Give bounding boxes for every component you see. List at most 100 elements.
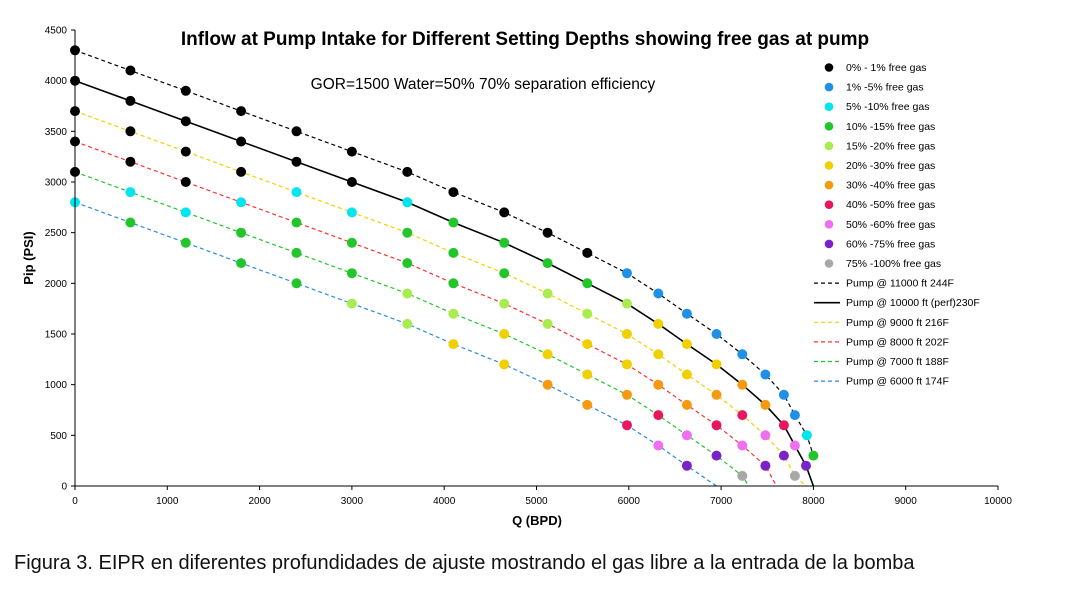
legend-label: Pump @ 6000 ft 174F [846,376,949,388]
data-point [291,156,302,167]
y-axis-label: Pip (PSI) [21,231,36,284]
legend-label: 50% -60% free gas [846,219,935,231]
data-point [737,379,748,390]
x-tick-label: 3000 [341,496,364,507]
x-tick-label: 5000 [525,496,548,507]
data-point [789,470,800,481]
data-point [760,430,771,441]
x-tick-label: 0 [72,496,78,507]
data-point [448,217,459,228]
figure-caption: Figura 3. EIPR en diferentes profundidad… [14,552,915,574]
legend-label: 1% -5% free gas [846,82,924,94]
data-point [448,308,459,319]
legend-label: 10% -15% free gas [846,121,935,133]
legend-label: Pump @ 8000 ft 202F [846,336,949,348]
legend: 0% - 1% free gas 1% -5% free gas 5% -10% f… [814,62,980,388]
data-point [681,430,692,441]
legend-label: Pump @ 7000 ft 188F [846,356,949,368]
data-point [180,207,191,218]
legend-marker [824,82,834,92]
legend-label: Pump @ 11000 ft 244F [846,278,954,290]
legend-marker [824,141,834,151]
legend-marker [824,239,834,249]
series-line [74,79,815,487]
data-point [402,288,413,299]
legend-label: Pump @ 10000 ft (perf)230F [846,297,980,309]
legend-label: 40% -50% free gas [846,199,935,211]
y-tick-label: 2000 [45,279,68,290]
data-point [180,85,191,96]
data-point [737,440,748,451]
data-point [180,237,191,248]
data-point [582,399,593,410]
y-tick-label: 0 [61,482,67,493]
y-tick-label: 2500 [45,228,68,239]
data-point [346,207,357,218]
y-tick-label: 3500 [45,127,68,138]
chart-title: Inflow at Pump Intake for Different Sett… [181,29,869,50]
data-point [622,420,632,431]
data-point [346,146,357,157]
data-point [291,247,302,258]
data-point [582,247,593,258]
x-tick-label: 2000 [248,496,271,507]
data-point [681,460,692,471]
data-point [236,227,247,238]
data-point [789,410,800,421]
data-point [760,369,771,380]
data-point [542,288,553,299]
data-point [542,349,553,360]
data-point [180,177,191,187]
legend-marker [824,161,834,170]
legend-marker [824,63,834,72]
legend-marker [824,122,834,131]
data-point [737,349,748,360]
series-line [74,140,778,487]
data-point [582,369,593,380]
data-point [499,237,510,248]
legend-marker [824,180,834,190]
legend-label: 5% -10% free gas [846,101,929,113]
data-point [236,106,247,117]
series-line [74,171,750,487]
legend-label: 20% -30% free gas [846,160,935,172]
data-point [236,166,247,177]
legend-marker [824,200,834,209]
x-tick-label: 10000 [984,496,1012,507]
data-point [681,399,692,410]
data-point [291,278,302,289]
data-point [402,227,413,238]
series-line [74,201,717,487]
y-tick-label: 1000 [45,380,68,391]
data-point [737,470,748,481]
x-tick-label: 8000 [802,496,825,507]
data-point [542,227,553,238]
data-point [236,197,247,208]
legend-label: 15% -20% free gas [846,140,935,152]
data-point [737,410,748,421]
data-point [711,389,722,400]
data-point [711,359,722,370]
legend-marker [824,220,834,229]
legend-label: 60% -75% free gas [846,238,935,250]
x-tick-label: 6000 [618,496,641,507]
x-tick-label: 9000 [895,496,918,507]
data-point [291,217,302,228]
data-point [236,258,247,269]
data-point [653,288,664,299]
data-point [622,389,632,400]
legend-label: 30% -40% free gas [846,180,935,192]
data-point [499,268,510,279]
data-point [402,318,413,329]
x-tick-label: 4000 [433,496,456,507]
data-point [448,187,459,198]
data-point [180,146,191,157]
data-point [582,278,593,289]
data-point [291,126,302,137]
y-tick-label: 4500 [45,26,68,37]
data-point [653,410,664,421]
data-point [499,207,510,218]
data-point [499,329,510,339]
data-point [582,339,593,350]
data-point [711,329,722,339]
